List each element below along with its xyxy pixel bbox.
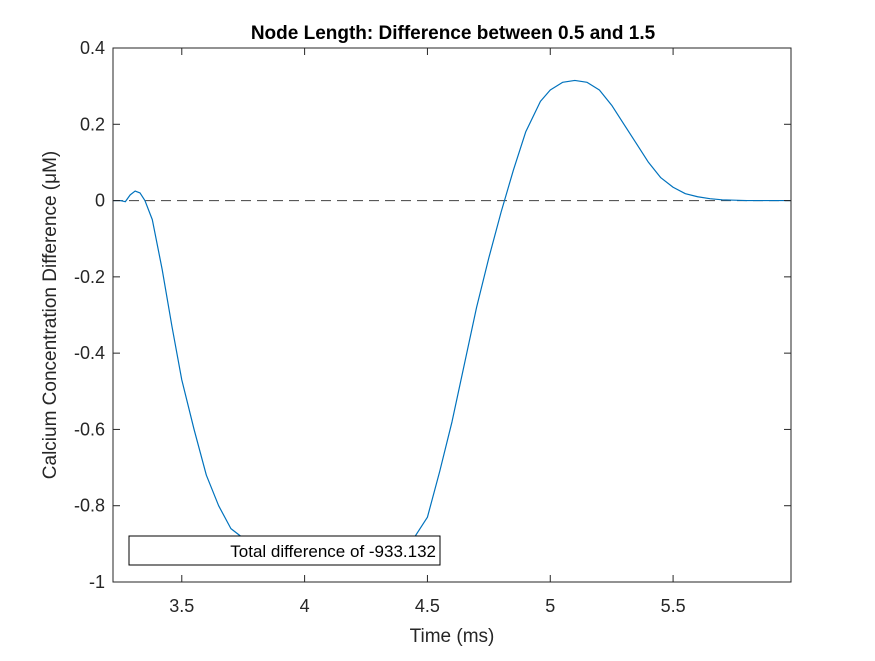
x-tick-label: 5 — [545, 596, 555, 616]
y-tick-label: -0.8 — [74, 496, 105, 516]
x-axis: 3.5 4 4.5 5 5.5 — [169, 48, 686, 616]
y-tick-label: 0 — [95, 191, 105, 211]
y-tick-label: -0.4 — [74, 343, 105, 363]
series-line-0 — [113, 79, 791, 541]
plot-content — [113, 79, 791, 541]
x-tick-label: 4.5 — [415, 596, 440, 616]
annotation-frame — [128, 535, 441, 566]
annotation-text: Total difference of -933.132 — [230, 542, 436, 561]
y-tick-label: 0.2 — [80, 114, 105, 134]
x-tick-label: 5.5 — [661, 596, 686, 616]
y-tick-label: -1 — [89, 572, 105, 592]
annotation-box: Total difference of -933.132 — [128, 535, 441, 566]
x-tick-label: 3.5 — [169, 596, 194, 616]
plot-area — [113, 48, 791, 582]
x-tick-label: 4 — [300, 596, 310, 616]
y-tick-label: -0.2 — [74, 267, 105, 287]
y-axis: -1 -0.8 -0.6 -0.4 -0.2 0 0.2 0.4 — [74, 38, 791, 592]
y-tick-label: 0.4 — [80, 38, 105, 58]
chart-title: Node Length: Difference between 0.5 and … — [251, 23, 656, 44]
x-axis-label: Time (ms) — [410, 626, 495, 647]
y-tick-label: -0.6 — [74, 419, 105, 439]
y-axis-label: Calcium Concentration Difference (μM) — [40, 151, 61, 479]
axes-box — [112, 47, 792, 583]
